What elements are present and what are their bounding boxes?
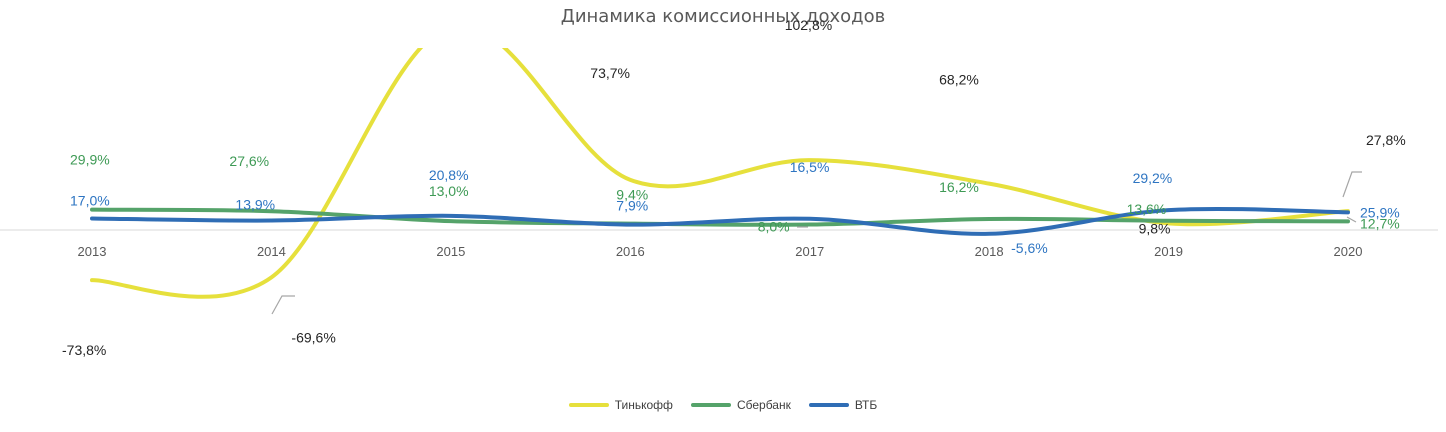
series-line-2	[90, 206, 1350, 236]
data-label: 13,0%	[429, 183, 469, 199]
x-tick-label: 2015	[436, 244, 465, 259]
data-labels: -73,8% -69,6% 73,7% 102,8% 68,2% 9,8% 27,8% 29,…	[62, 17, 1406, 358]
data-label: 27,8%	[1366, 132, 1406, 148]
data-label: -69,6%	[291, 329, 335, 345]
x-tick-label: 2017	[795, 244, 824, 259]
data-label: 25,9%	[1360, 204, 1400, 220]
data-label: 20,8%	[429, 167, 469, 183]
series-lines	[90, 48, 1350, 299]
data-label: -5,6%	[1011, 240, 1048, 256]
data-label: 29,2%	[1133, 170, 1173, 186]
legend-item: ВТБ	[808, 398, 878, 412]
data-label: 68,2%	[939, 72, 979, 88]
x-tick-label: 2020	[1334, 244, 1363, 259]
data-label: 16,5%	[790, 159, 830, 175]
leader-lines	[271, 171, 1362, 315]
x-tick-label: 2013	[78, 244, 107, 259]
data-label: 29,9%	[70, 152, 110, 168]
leader-line	[1342, 171, 1362, 198]
data-label: 8,0%	[758, 219, 790, 235]
legend-item: Сбербанк	[690, 398, 791, 412]
chart-title: Динамика комиссионных доходов	[560, 6, 886, 27]
x-tick-label: 2016	[616, 244, 645, 259]
x-tick-label: 2019	[1154, 244, 1183, 259]
data-label: 17,0%	[70, 192, 110, 208]
legend-swatch	[808, 403, 849, 407]
x-axis-ticks: 2013 2014 2015 2016 2017 2018 2019 2020	[78, 244, 1363, 259]
data-label: 73,7%	[590, 65, 630, 81]
data-label: 16,2%	[939, 179, 979, 195]
data-label: 9,8%	[1139, 220, 1171, 236]
data-label: 13,6%	[1127, 201, 1167, 217]
legend-item: Тинькофф	[568, 398, 673, 412]
x-tick-label: 2014	[257, 244, 286, 259]
x-tick-label: 2018	[975, 244, 1004, 259]
data-label: 102,8%	[785, 17, 832, 33]
legend-label: ВТБ	[854, 398, 878, 412]
data-label: 12,7%	[1360, 215, 1400, 231]
data-label: 27,6%	[229, 153, 269, 169]
series-line-1	[90, 207, 1350, 227]
legend-swatch	[568, 403, 609, 407]
series-line-0	[90, 48, 1350, 299]
data-label: 9,4%	[616, 187, 648, 203]
leader-line	[1346, 216, 1357, 223]
leader-line	[271, 295, 295, 315]
legend-label: Сбербанк	[736, 398, 791, 412]
data-label: 13,9%	[235, 197, 275, 213]
legend-swatch	[690, 403, 731, 407]
legend: Тинькофф Сбербанк ВТБ	[0, 398, 1446, 412]
data-label: -73,8%	[62, 342, 106, 358]
legend-label: Тинькофф	[614, 398, 673, 412]
data-label: 7,9%	[616, 198, 648, 214]
